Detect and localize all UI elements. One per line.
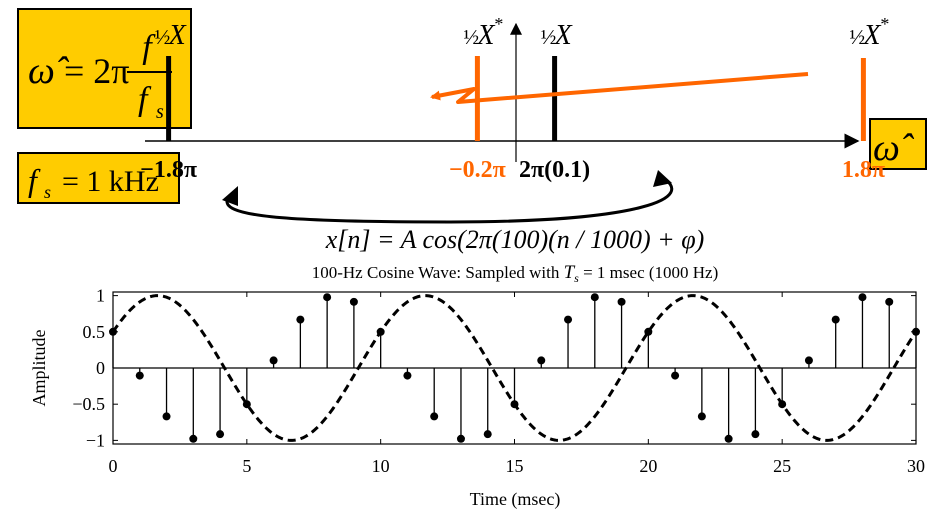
sample-dot [564,315,573,324]
spectrum-line-label: 2π(0.1) [519,157,590,183]
fs-symbol: f [28,162,41,198]
spectrum-line-label: 1.8π [842,157,885,183]
sample-dot [483,430,492,439]
alias-arrow [430,72,809,104]
sample-dot [216,430,225,439]
x-tick-label: 30 [907,456,925,476]
fold-arrow-head-left [222,186,238,206]
plot-ticks: 0 5 10 15 20 25 30 1 0.5 0 −0.5 −1 [72,286,925,476]
y-axis-label: Amplitude [29,329,49,406]
sample-dot [804,356,813,365]
sample-dot [296,315,305,324]
x-axis-label: Time (msec) [470,489,561,510]
fs-value: = 1 kHz [62,165,159,198]
spectrum-line-symbol: X [554,20,573,51]
x-tick-label: 10 [372,456,390,476]
sample-dot [109,327,117,336]
fs-sub: s [44,182,51,202]
spectrum-line-coef: ½ [849,25,865,49]
signal-equation: x[n] = A cos(2π(100)(n / 1000) + φ) [325,225,705,254]
chart-title-sub: s [574,271,579,285]
sample-dot [858,293,867,302]
formula-denominator-sub: s [156,101,164,123]
sample-dot [189,434,198,443]
sample-dot [617,297,626,306]
formula: ω̂ = 2π f f s [28,29,172,123]
sample-dot [403,371,412,380]
sample-dot [697,412,706,421]
spectrum-line-coef: ½ [463,25,479,49]
spectrum-line-label: −1.8π [140,157,197,183]
spectrum-line-star: * [494,14,503,34]
spectrum-line-symbol: X [476,20,495,51]
fold-arrow [225,174,674,224]
x-tick-label: 20 [639,456,657,476]
x-tick-label: 0 [109,456,118,476]
chart-title-pre: 100-Hz Cosine Wave: Sampled with [312,263,564,282]
formula-equals: = 2π [64,51,129,91]
fold-arrow-head-right [653,170,672,187]
sample-dot [751,430,760,439]
sample-dot [349,297,358,306]
sample-dot [376,327,385,336]
omega-hat-axis-box [869,118,927,170]
sample-dot [671,371,680,380]
sample-dot [456,434,465,443]
plot-stems [112,297,917,439]
sample-dot [135,371,144,380]
sample-dot [242,400,251,409]
spectrum-line-coef: ½ [541,25,557,49]
y-tick-label: −1 [86,430,105,450]
x-tick-label: 15 [506,456,524,476]
plot-sample-dots [109,293,920,443]
sample-dot [510,400,519,409]
chart-title-post: = 1 msec (1000 Hz) [579,263,718,282]
sample-dot [912,327,920,336]
sample-dot [162,412,171,421]
sample-dot [269,356,278,365]
spectrum-line-label: −0.2π [449,157,506,183]
x-tick-label: 5 [242,456,251,476]
y-tick-label: 1 [96,286,105,306]
sample-dot [644,327,653,336]
sample-dot [590,293,599,302]
chart-title: 100-Hz Cosine Wave: Sampled with Ts = 1 … [312,262,719,285]
chart-title-symbol: T [564,262,576,283]
spectrum-line-symbol: X [862,20,881,51]
sample-dot [537,356,546,365]
sample-dot [831,315,840,324]
spectrum-line-coef: ½ [155,25,171,49]
formula-denominator: f [138,81,152,118]
sampling-rate-box [17,152,180,204]
sample-dot [778,400,787,409]
y-tick-label: −0.5 [72,394,105,414]
sample-dot [430,412,439,421]
y-tick-label: 0 [96,358,105,378]
x-tick-label: 25 [773,456,791,476]
y-tick-label: 0.5 [83,322,106,342]
spectrum-line-symbol: X [168,20,187,51]
spectrum-line-star: * [880,14,889,34]
sample-dot [724,434,733,443]
sample-dot [885,297,894,306]
digital-frequency-formula-box [17,8,192,129]
sample-dot [323,293,332,302]
